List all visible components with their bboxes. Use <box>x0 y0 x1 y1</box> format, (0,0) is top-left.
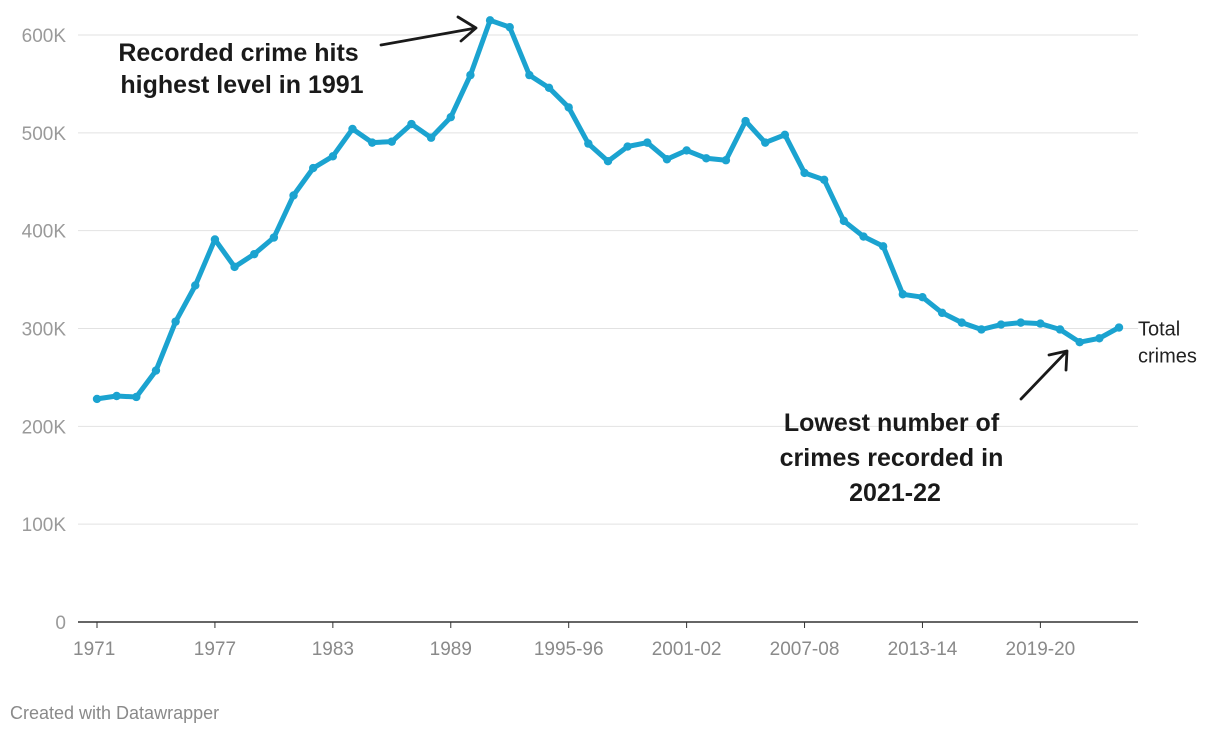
data-point <box>603 157 613 166</box>
data-point <box>132 392 141 402</box>
y-tick-label: 400K <box>22 222 67 243</box>
x-tick-label: 1989 <box>430 639 472 660</box>
data-point <box>191 281 200 290</box>
svg-text:Lowest number of crimes: Lowest number of crimes recorded in 2021… <box>780 409 1011 507</box>
data-point <box>623 142 632 151</box>
svg-text:Recorded crime hits high: Recorded crime hits highest level in 199… <box>118 39 365 99</box>
data-point <box>977 325 986 334</box>
y-gridlines <box>78 34 1138 525</box>
y-axis-ticks: 0 100K 200K 300K 400K 500K 600K <box>22 26 67 634</box>
x-tick-label: 1971 <box>73 639 115 660</box>
data-point <box>446 112 455 122</box>
data-point <box>1095 334 1104 343</box>
datawrapper-credit: Created with Datawrapper <box>10 703 220 723</box>
data-point <box>839 216 849 226</box>
data-point <box>761 138 770 147</box>
data-point <box>210 235 220 244</box>
data-point <box>918 292 927 302</box>
data-point <box>269 233 279 242</box>
data-point <box>151 366 161 375</box>
data-point <box>898 290 908 299</box>
x-tick-label: 2019-20 <box>1006 639 1076 660</box>
data-point <box>328 152 338 161</box>
data-point <box>525 70 534 80</box>
data-point <box>780 130 790 139</box>
data-point <box>859 232 868 241</box>
annotation-peak-line-1: Recorded crime hits <box>118 39 358 67</box>
annotation-low-line-2: crimes recorded in <box>780 444 1004 472</box>
data-point <box>1055 325 1065 334</box>
data-point <box>878 242 888 251</box>
series-points <box>92 16 1124 404</box>
data-point <box>485 16 495 25</box>
data-point <box>564 103 573 112</box>
x-tick-label: 1977 <box>194 639 236 660</box>
x-tick-label: 2001-02 <box>652 639 722 660</box>
data-point <box>800 168 809 178</box>
data-point <box>250 249 259 259</box>
data-point <box>1114 323 1124 332</box>
data-point <box>112 391 121 401</box>
y-tick-label: 0 <box>55 613 66 634</box>
x-tick-label: 2007-08 <box>770 639 840 660</box>
annotation-peak: Recorded crime hits highest level in 199… <box>118 15 478 99</box>
data-point <box>505 22 514 32</box>
data-point <box>937 308 947 318</box>
y-tick-label: 500K <box>22 124 67 145</box>
data-point <box>702 154 711 163</box>
data-point <box>662 155 672 164</box>
data-point <box>92 394 102 404</box>
series-label-total-crimes: Total crimes <box>1138 319 1197 368</box>
data-point <box>584 139 593 148</box>
x-tick-label: 2013-14 <box>888 639 958 660</box>
series-label-word: crimes <box>1138 346 1197 368</box>
data-point <box>387 137 397 146</box>
data-point <box>1036 319 1045 328</box>
data-point <box>643 138 652 147</box>
data-point <box>308 163 318 173</box>
annotation-low-line-3: 2021-22 <box>849 479 941 507</box>
data-point <box>407 119 416 129</box>
data-point <box>1016 318 1025 327</box>
data-point <box>996 320 1006 329</box>
data-point <box>957 318 966 327</box>
data-point <box>348 124 357 134</box>
y-tick-label: 200K <box>22 417 67 438</box>
data-point <box>230 262 239 272</box>
y-tick-label: 600K <box>22 26 67 47</box>
data-point <box>289 191 298 200</box>
data-point <box>741 116 750 126</box>
data-point <box>721 156 731 165</box>
data-point <box>544 83 554 93</box>
y-tick-label: 100K <box>22 515 67 536</box>
data-point <box>1075 337 1084 347</box>
annotation-peak-line-2: highest level in 1991 <box>120 71 363 99</box>
annotation-low-arrow <box>1019 349 1069 401</box>
data-point <box>819 175 829 184</box>
data-point <box>426 133 436 142</box>
series-label-text: Total crimes <box>1138 319 1197 368</box>
series-label-word: Total <box>1138 319 1180 341</box>
x-tick-label: 1983 <box>312 639 354 660</box>
data-point <box>466 70 475 80</box>
data-point <box>171 317 180 326</box>
x-tick-label: 1995-96 <box>534 639 604 660</box>
data-point <box>367 138 377 147</box>
data-point <box>682 146 691 155</box>
annotation-low-line-1: Lowest number of <box>784 409 1000 437</box>
x-axis-ticks: 1971 1977 1983 1989 1995-96 2001-02 2007-08 201… <box>73 622 1075 660</box>
y-tick-label: 300K <box>22 320 67 341</box>
annotation-low: Lowest number of crimes recorded in 2021… <box>780 349 1069 507</box>
annotation-peak-arrow <box>379 15 478 47</box>
